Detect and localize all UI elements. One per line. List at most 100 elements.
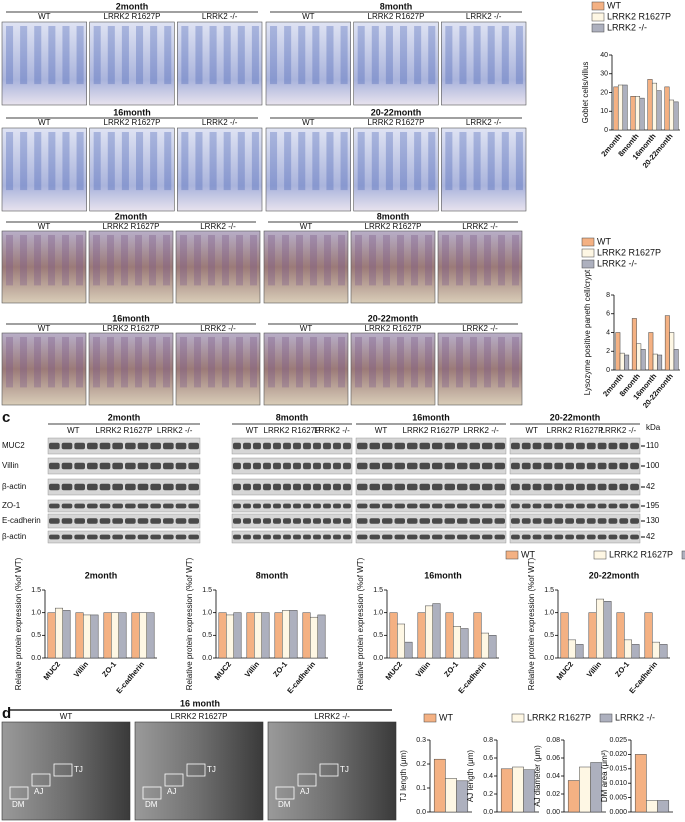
roi-box bbox=[9, 786, 29, 800]
band bbox=[630, 518, 639, 524]
band bbox=[99, 483, 111, 491]
band bbox=[99, 442, 111, 450]
band bbox=[608, 534, 618, 540]
genotype-label: LRRK2 -/- bbox=[314, 712, 350, 721]
band bbox=[576, 462, 585, 470]
villus bbox=[107, 132, 115, 191]
band bbox=[273, 534, 281, 540]
villus bbox=[93, 26, 101, 85]
bar bbox=[488, 635, 497, 659]
chart-title: 8month bbox=[256, 570, 289, 580]
blot bbox=[355, 437, 507, 455]
band bbox=[469, 483, 480, 491]
micrograph bbox=[177, 127, 263, 212]
x-tick-label: ZO-1 bbox=[442, 660, 460, 679]
bar bbox=[432, 603, 441, 659]
band bbox=[357, 518, 368, 524]
bar bbox=[460, 628, 469, 659]
bar bbox=[647, 79, 653, 131]
band bbox=[532, 534, 542, 540]
band bbox=[394, 462, 405, 470]
villus bbox=[180, 235, 187, 286]
villus bbox=[340, 132, 348, 191]
band bbox=[554, 518, 564, 524]
blot bbox=[231, 513, 353, 529]
y-tick-label: 0.2 bbox=[483, 791, 493, 798]
villus bbox=[76, 337, 83, 388]
band bbox=[419, 442, 430, 450]
villus bbox=[6, 132, 14, 191]
band bbox=[175, 518, 187, 524]
band bbox=[532, 462, 542, 470]
em-image bbox=[134, 721, 264, 821]
micrograph bbox=[89, 21, 175, 106]
genotype-label: LRRK2 -/- bbox=[466, 12, 502, 21]
villus bbox=[76, 26, 84, 85]
villus bbox=[284, 132, 292, 191]
genotype-label: LRRK2 -/- bbox=[462, 222, 498, 231]
band bbox=[494, 462, 505, 470]
micrograph bbox=[175, 332, 261, 406]
villus bbox=[324, 337, 331, 388]
villus bbox=[121, 337, 128, 388]
band bbox=[323, 483, 331, 491]
band bbox=[469, 534, 480, 540]
bar bbox=[646, 800, 658, 813]
y-tick-label: 10 bbox=[600, 108, 608, 115]
blot bbox=[231, 499, 353, 513]
y-tick-label: 0.5 bbox=[544, 632, 554, 639]
villus bbox=[326, 26, 334, 85]
band bbox=[494, 503, 505, 509]
band bbox=[333, 503, 341, 509]
genotype-label: WT bbox=[525, 426, 538, 435]
genotype-label: LRRK2 -/- bbox=[462, 324, 498, 333]
y-tick-label: 0.06 bbox=[546, 755, 560, 762]
band bbox=[283, 534, 291, 540]
band bbox=[543, 442, 553, 450]
band bbox=[163, 483, 174, 491]
roi-label: DM bbox=[278, 800, 291, 809]
band bbox=[608, 518, 618, 524]
bar bbox=[404, 641, 413, 659]
bar bbox=[673, 101, 679, 131]
band bbox=[457, 534, 468, 540]
villus bbox=[296, 235, 303, 286]
genotype-label: LRRK2 R1627P bbox=[365, 324, 422, 333]
legend-label: WT bbox=[597, 236, 611, 246]
villus bbox=[237, 26, 245, 85]
band bbox=[253, 534, 261, 540]
band bbox=[597, 518, 607, 524]
bar bbox=[651, 82, 658, 131]
y-tick-label: 30 bbox=[600, 71, 608, 78]
y-axis-label: Goblet cells/villus bbox=[581, 62, 590, 124]
band bbox=[273, 518, 281, 524]
y-tick-label: 1.0 bbox=[31, 610, 41, 617]
band bbox=[233, 518, 241, 524]
bar bbox=[631, 644, 640, 659]
band bbox=[419, 462, 430, 470]
y-tick-label: 1.0 bbox=[202, 610, 212, 617]
band bbox=[576, 483, 585, 491]
band bbox=[494, 483, 505, 491]
y-axis-label: AJ diameter (μm) bbox=[533, 745, 542, 807]
x-tick-label: Villin bbox=[414, 659, 433, 679]
band bbox=[313, 442, 321, 450]
blot bbox=[509, 530, 641, 544]
band bbox=[482, 518, 493, 524]
band bbox=[444, 442, 455, 450]
bar bbox=[62, 610, 71, 659]
band bbox=[49, 518, 60, 524]
micrograph bbox=[175, 230, 261, 304]
blot bbox=[509, 499, 641, 513]
band bbox=[482, 483, 493, 491]
band bbox=[382, 442, 393, 450]
genotype-label: LRRK2 -/- bbox=[466, 118, 502, 127]
band bbox=[293, 462, 301, 470]
band bbox=[597, 462, 607, 470]
roi-box bbox=[319, 763, 339, 777]
villus bbox=[20, 132, 28, 191]
band bbox=[61, 483, 73, 491]
y-axis-label: Lysozyme positive paneth cell/crypt bbox=[583, 269, 592, 395]
micrograph bbox=[350, 230, 436, 304]
band bbox=[630, 503, 639, 509]
